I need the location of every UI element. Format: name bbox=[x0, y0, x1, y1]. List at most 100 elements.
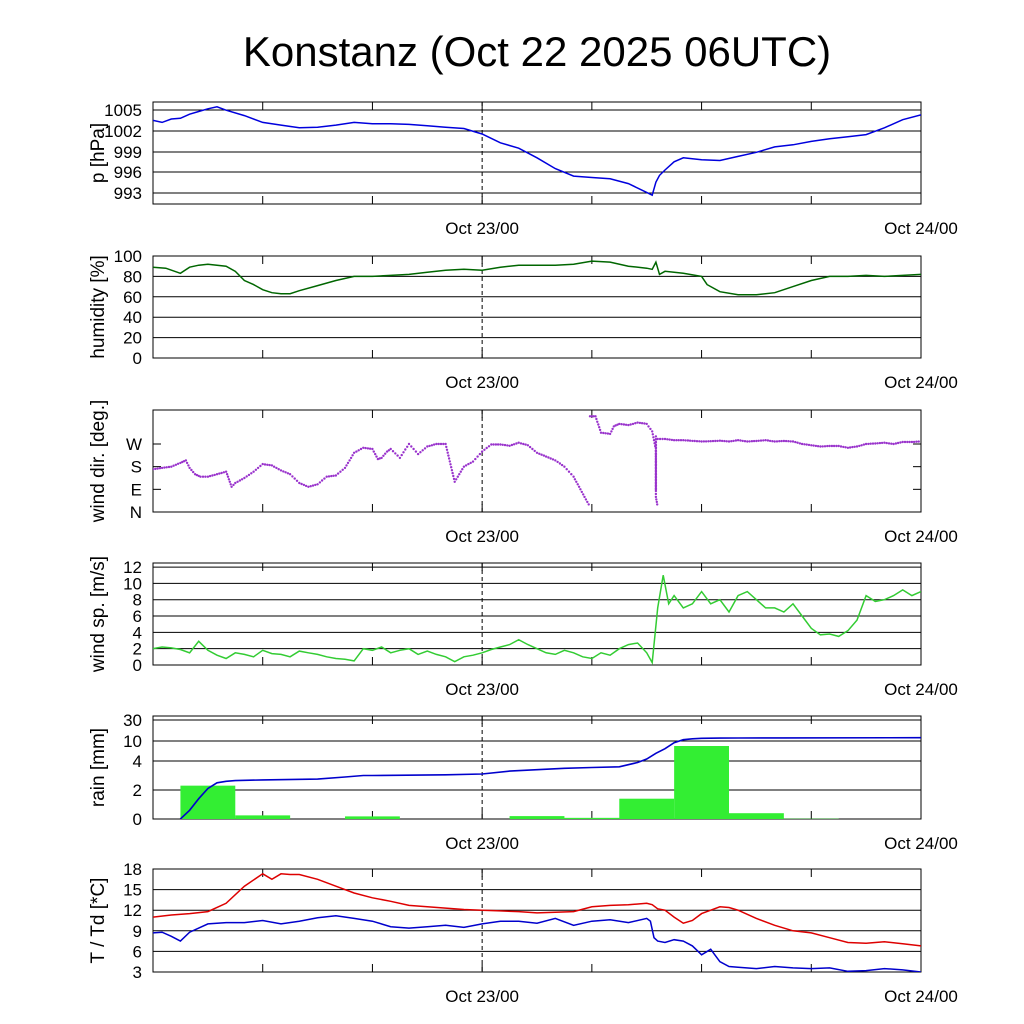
wind-direction-point bbox=[610, 430, 613, 433]
wind-direction-point bbox=[199, 475, 202, 478]
wind-direction-point bbox=[586, 500, 589, 504]
wind-direction-point bbox=[599, 431, 603, 434]
wind-direction-point bbox=[654, 457, 658, 460]
wind-direction-point bbox=[384, 452, 387, 455]
rain-bar bbox=[619, 798, 675, 819]
wind-direction-point bbox=[211, 474, 214, 477]
y-tick-label: 12 bbox=[123, 901, 142, 920]
wind-direction-point bbox=[176, 462, 180, 465]
wind-direction-point bbox=[634, 422, 637, 425]
wind-direction-point bbox=[179, 461, 182, 465]
x-tick-label: Oct 24/00 bbox=[884, 834, 958, 853]
wind-direction-point bbox=[206, 475, 210, 478]
wind-direction-point bbox=[821, 445, 824, 448]
wind-direction-point bbox=[461, 468, 464, 471]
wind-direction-point bbox=[906, 440, 909, 444]
wind-direction-point bbox=[174, 463, 178, 466]
wind-direction-point bbox=[398, 456, 402, 460]
wind-direction-point bbox=[755, 439, 758, 443]
wind-direction-point bbox=[355, 450, 358, 453]
wind-direction-point bbox=[442, 442, 445, 446]
wind-direction-point bbox=[304, 484, 308, 488]
wind-direction-point bbox=[160, 466, 164, 470]
wind-direction-point bbox=[423, 447, 427, 450]
wind-direction-point bbox=[720, 439, 724, 443]
y-tick-label: 3 bbox=[133, 963, 142, 982]
wind-direction-point bbox=[643, 422, 646, 425]
wind-direction-point bbox=[654, 463, 658, 466]
wind-direction-point bbox=[883, 441, 886, 444]
wind-direction-point bbox=[549, 457, 552, 460]
wind-direction-point bbox=[752, 439, 756, 443]
y-axis-label: wind sp. [m/s] bbox=[88, 556, 109, 673]
wind-direction-point bbox=[243, 476, 246, 480]
wind-direction-point bbox=[458, 473, 461, 476]
wind-direction-point bbox=[412, 447, 415, 451]
wind-direction-point bbox=[584, 498, 588, 501]
wind-direction-point bbox=[853, 445, 856, 448]
wind-direction-point bbox=[345, 464, 348, 467]
plot-frame bbox=[152, 409, 922, 513]
wind-direction-point bbox=[250, 472, 253, 475]
wind-direction-point bbox=[652, 436, 655, 439]
wind-direction-point bbox=[522, 442, 525, 446]
wind-direction-point bbox=[298, 481, 301, 485]
x-tick-label: Oct 23/00 bbox=[445, 834, 519, 853]
wind-direction-point bbox=[376, 457, 380, 461]
wind-direction-point bbox=[624, 423, 628, 426]
wind-direction-point bbox=[490, 443, 493, 446]
wind-direction-point bbox=[675, 439, 678, 442]
wind-direction-point bbox=[165, 466, 168, 469]
wind-direction-point bbox=[651, 430, 654, 433]
wind-direction-point bbox=[414, 450, 418, 453]
wind-direction-point bbox=[595, 417, 598, 421]
wind-direction-point bbox=[910, 440, 914, 444]
wind-direction-point bbox=[864, 442, 868, 446]
wind-direction-point bbox=[654, 452, 658, 455]
wind-direction-point bbox=[684, 439, 687, 442]
wind-direction-point bbox=[314, 483, 317, 487]
wind-direction-point bbox=[844, 446, 847, 449]
y-tick-label: 10 bbox=[123, 732, 142, 751]
wind-direction-point bbox=[483, 448, 486, 451]
wind-direction-point bbox=[184, 459, 188, 462]
wind-direction-point bbox=[478, 452, 482, 456]
wind-direction-point bbox=[640, 422, 644, 425]
rain-bar bbox=[729, 813, 784, 819]
wind-direction-point bbox=[846, 446, 850, 449]
wind-direction-point bbox=[654, 483, 658, 487]
wind-direction-point bbox=[629, 423, 632, 426]
wind-direction-point bbox=[787, 440, 790, 443]
wind-direction-point bbox=[636, 421, 639, 424]
wind-direction-point bbox=[515, 442, 518, 445]
wind-direction-point bbox=[154, 467, 157, 471]
wind-direction-point bbox=[372, 450, 375, 453]
y-tick-label: 0 bbox=[133, 656, 142, 675]
wind-direction-point bbox=[512, 443, 516, 446]
wind-direction-point bbox=[190, 468, 193, 472]
y-tick-label: 4 bbox=[133, 752, 142, 771]
wind-direction-point bbox=[727, 440, 731, 443]
wind-direction-point bbox=[816, 445, 820, 448]
y-tick-label: W bbox=[126, 435, 142, 454]
wind-direction-point bbox=[612, 425, 615, 428]
wind-direction-point bbox=[851, 445, 854, 449]
wind-direction-point bbox=[688, 439, 692, 442]
wind-direction-point bbox=[272, 465, 276, 468]
wind-direction-point bbox=[224, 470, 228, 473]
series-line-RH bbox=[153, 260, 921, 296]
wind-direction-point bbox=[432, 443, 436, 446]
wind-direction-point bbox=[565, 468, 568, 471]
wind-direction-point bbox=[780, 439, 783, 443]
wind-direction-point bbox=[622, 423, 626, 426]
wind-direction-point bbox=[339, 470, 342, 473]
wind-direction-point bbox=[627, 423, 630, 427]
wind-direction-point bbox=[656, 437, 659, 441]
series-line-p bbox=[153, 106, 921, 197]
wind-direction-point bbox=[551, 458, 555, 461]
wind-direction-point bbox=[334, 474, 338, 477]
wind-direction-point bbox=[901, 440, 904, 444]
x-tick-label: Oct 23/00 bbox=[445, 219, 519, 238]
